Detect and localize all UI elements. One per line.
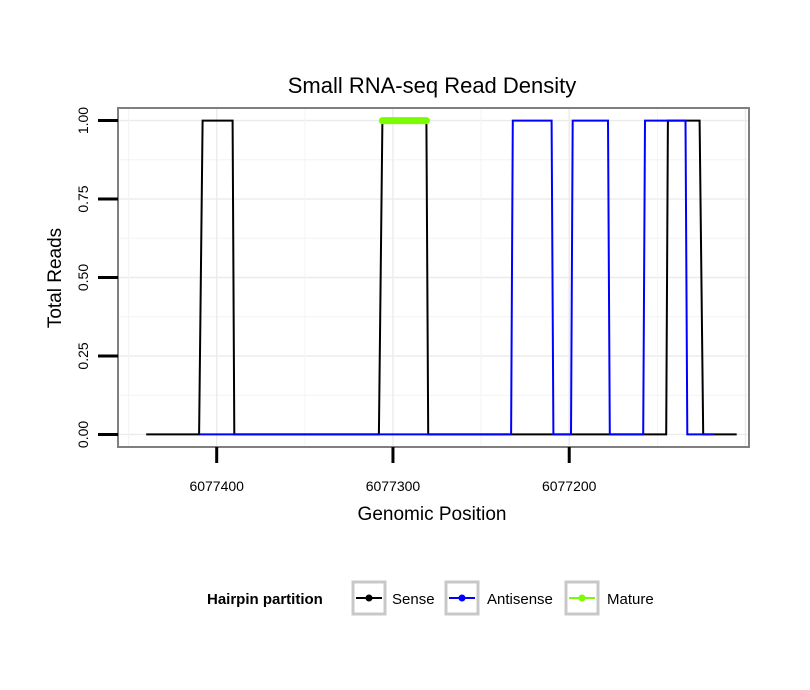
y-tick-label: 0.25 [75, 342, 91, 369]
x-tick-label: 6077200 [542, 478, 597, 494]
legend-key-point-sense [365, 594, 373, 602]
y-tick-label: 0.75 [75, 185, 91, 212]
legend-key-point-antisense [458, 594, 466, 602]
legend: Hairpin partition Sense Antisense Mature [207, 580, 654, 616]
x-tick-label: 6077300 [366, 478, 421, 494]
legend-key-point-mature [578, 594, 586, 602]
y-tick-label: 0.50 [75, 264, 91, 291]
series-layer [146, 117, 737, 436]
legend-label-mature: Mature [607, 591, 654, 608]
x-axis: 6077400 6077300 6077200 [189, 447, 597, 494]
legend-label-sense: Sense [392, 591, 435, 608]
y-tick-label: 1.00 [75, 107, 91, 134]
y-axis: 0.00 0.25 0.50 0.75 1.00 [75, 107, 118, 448]
series-line-antisense [199, 119, 714, 436]
y-axis-title: Total Reads [45, 228, 66, 328]
chart-title: Small RNA-seq Read Density [288, 73, 577, 98]
legend-label-antisense: Antisense [487, 591, 553, 608]
y-tick-label: 0.00 [75, 421, 91, 448]
legend-title: Hairpin partition [207, 591, 323, 608]
x-tick-label: 6077400 [189, 478, 244, 494]
x-axis-title: Genomic Position [358, 504, 507, 525]
